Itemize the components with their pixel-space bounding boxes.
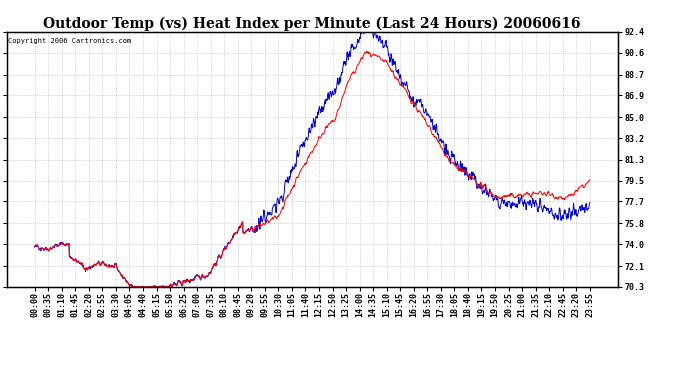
Title: Outdoor Temp (vs) Heat Index per Minute (Last 24 Hours) 20060616: Outdoor Temp (vs) Heat Index per Minute … <box>43 16 581 31</box>
Text: Copyright 2006 Cartronics.com: Copyright 2006 Cartronics.com <box>8 38 131 44</box>
